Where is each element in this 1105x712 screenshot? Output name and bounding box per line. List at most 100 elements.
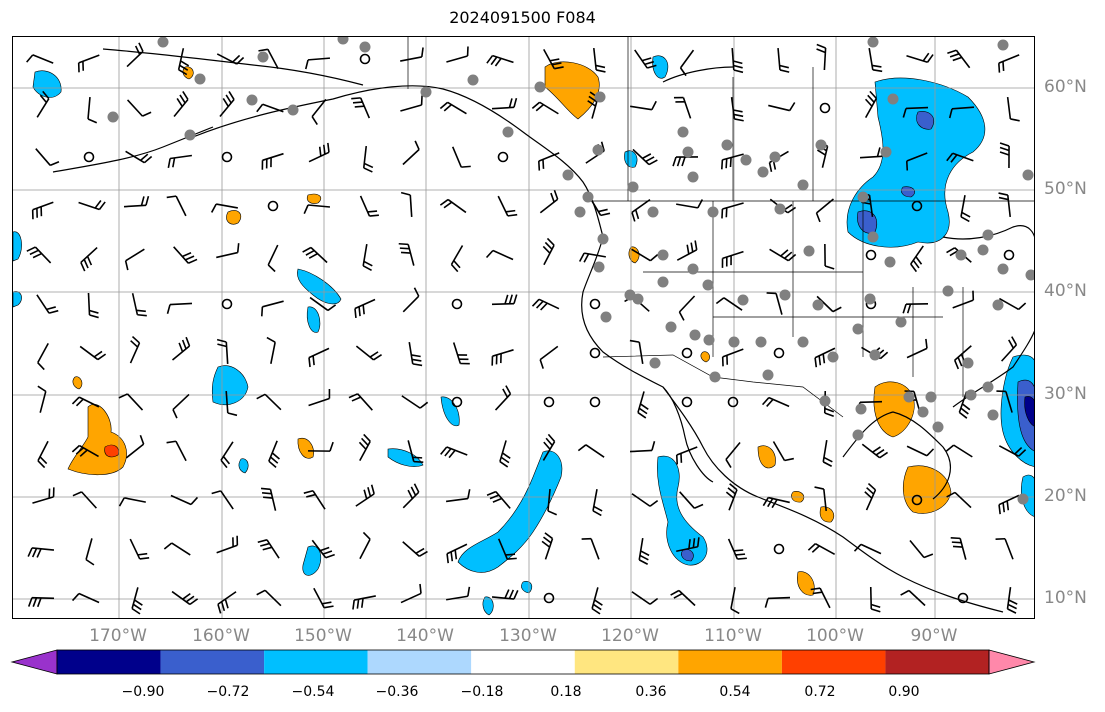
station-marker	[728, 336, 740, 348]
wind-barb	[124, 248, 145, 271]
wind-barb	[166, 195, 187, 217]
wind-barb	[539, 345, 559, 369]
colorbar-tick-label: −0.18	[460, 684, 504, 700]
lon-label-150w: 150°W	[294, 626, 352, 646]
wind-barb	[629, 441, 656, 453]
wind-barb	[171, 336, 191, 361]
calm-wind-marker	[865, 249, 877, 261]
wind-barb	[592, 489, 603, 517]
station-marker	[797, 179, 809, 191]
wind-barb	[730, 96, 744, 122]
wind-barb	[78, 200, 106, 211]
station-marker	[997, 39, 1009, 51]
station-marker	[942, 285, 954, 297]
wind-barb	[1006, 586, 1018, 614]
wind-barb	[946, 491, 972, 509]
wind-barb	[71, 396, 100, 408]
wind-barb	[398, 242, 415, 266]
wind-barb	[311, 98, 327, 125]
wind-barb	[998, 494, 1020, 515]
station-marker	[502, 126, 514, 138]
calm-wind-marker	[359, 53, 371, 65]
wind-barb	[351, 97, 371, 119]
wind-barb	[362, 145, 374, 173]
colorbar-cell	[367, 650, 472, 674]
map-panel[interactable]	[12, 36, 1035, 619]
wind-barb	[129, 335, 141, 364]
station-marker	[867, 37, 879, 48]
station-marker	[194, 73, 206, 85]
station-marker	[803, 245, 815, 257]
wind-barb	[766, 292, 783, 315]
station-marker	[887, 93, 899, 105]
wind-barb	[853, 543, 882, 555]
wind-barb	[450, 245, 464, 273]
wind-barb	[439, 101, 467, 115]
wind-barb	[910, 245, 924, 273]
calm-wind-marker	[451, 396, 463, 408]
station-marker	[762, 369, 774, 381]
wind-barb	[497, 538, 517, 560]
colorbar-tick-label: 0.18	[550, 684, 582, 700]
wind-barb	[171, 590, 199, 606]
wind-barb	[499, 440, 511, 468]
wind-barb	[256, 393, 282, 411]
lat-label-60n: 60°N	[1044, 77, 1087, 97]
station-marker	[815, 139, 827, 151]
wind-barb	[267, 244, 279, 273]
wind-barb	[359, 195, 379, 217]
calm-wind-marker	[543, 396, 555, 408]
station-marker	[592, 144, 604, 156]
station-marker	[982, 229, 994, 241]
wind-barb	[531, 101, 559, 115]
station-marker	[677, 126, 689, 138]
colorbar-tick-label: 0.36	[635, 684, 667, 700]
colorbar-extend-low	[10, 649, 58, 675]
lon-label-170w: 170°W	[89, 626, 147, 646]
wind-barb	[32, 487, 55, 504]
wind-barb	[995, 537, 1014, 560]
wind-barb	[902, 302, 929, 314]
calm-wind-marker	[451, 298, 463, 310]
wind-barb	[996, 390, 1013, 413]
wind-barb	[946, 152, 974, 163]
wind-barb	[446, 543, 468, 564]
station-marker	[257, 51, 269, 63]
calm-wind-marker	[727, 396, 739, 408]
calm-wind-marker	[589, 298, 601, 310]
wind-barb	[1006, 96, 1020, 122]
wind-barb	[631, 591, 659, 605]
wind-barb	[400, 95, 423, 112]
wind-barb	[815, 198, 834, 223]
wind-barb	[359, 531, 371, 560]
calm-wind-marker	[221, 298, 233, 310]
wind-barb	[768, 102, 796, 112]
wind-barb	[998, 54, 1020, 73]
lon-label-120w: 120°W	[601, 626, 659, 646]
station-marker	[600, 311, 612, 323]
wind-barb	[581, 537, 600, 560]
wind-barb	[258, 48, 279, 70]
wind-barb	[309, 296, 337, 312]
wind-barb	[402, 541, 428, 557]
calm-wind-marker	[681, 347, 693, 359]
station-marker	[594, 91, 606, 103]
lat-label-20n: 20°N	[1044, 486, 1087, 506]
wind-barb	[408, 342, 423, 367]
wind-barb	[402, 483, 420, 509]
wind-barb	[87, 292, 99, 319]
station-marker	[884, 256, 896, 268]
colorbar-cell	[678, 650, 782, 674]
wind-barb	[355, 345, 382, 361]
wind-barb	[31, 201, 54, 220]
wind-barb	[71, 592, 100, 604]
wind-barb	[163, 542, 191, 556]
lon-label-160w: 160°W	[192, 626, 250, 646]
colorbar-tick-label: −0.72	[206, 684, 250, 700]
lat-label-40n: 40°N	[1044, 281, 1087, 301]
wind-barb	[675, 446, 698, 465]
wind-barb	[402, 140, 420, 166]
wind-barb	[679, 49, 695, 77]
colorbar-cell	[781, 650, 886, 674]
wind-barb	[172, 393, 190, 419]
